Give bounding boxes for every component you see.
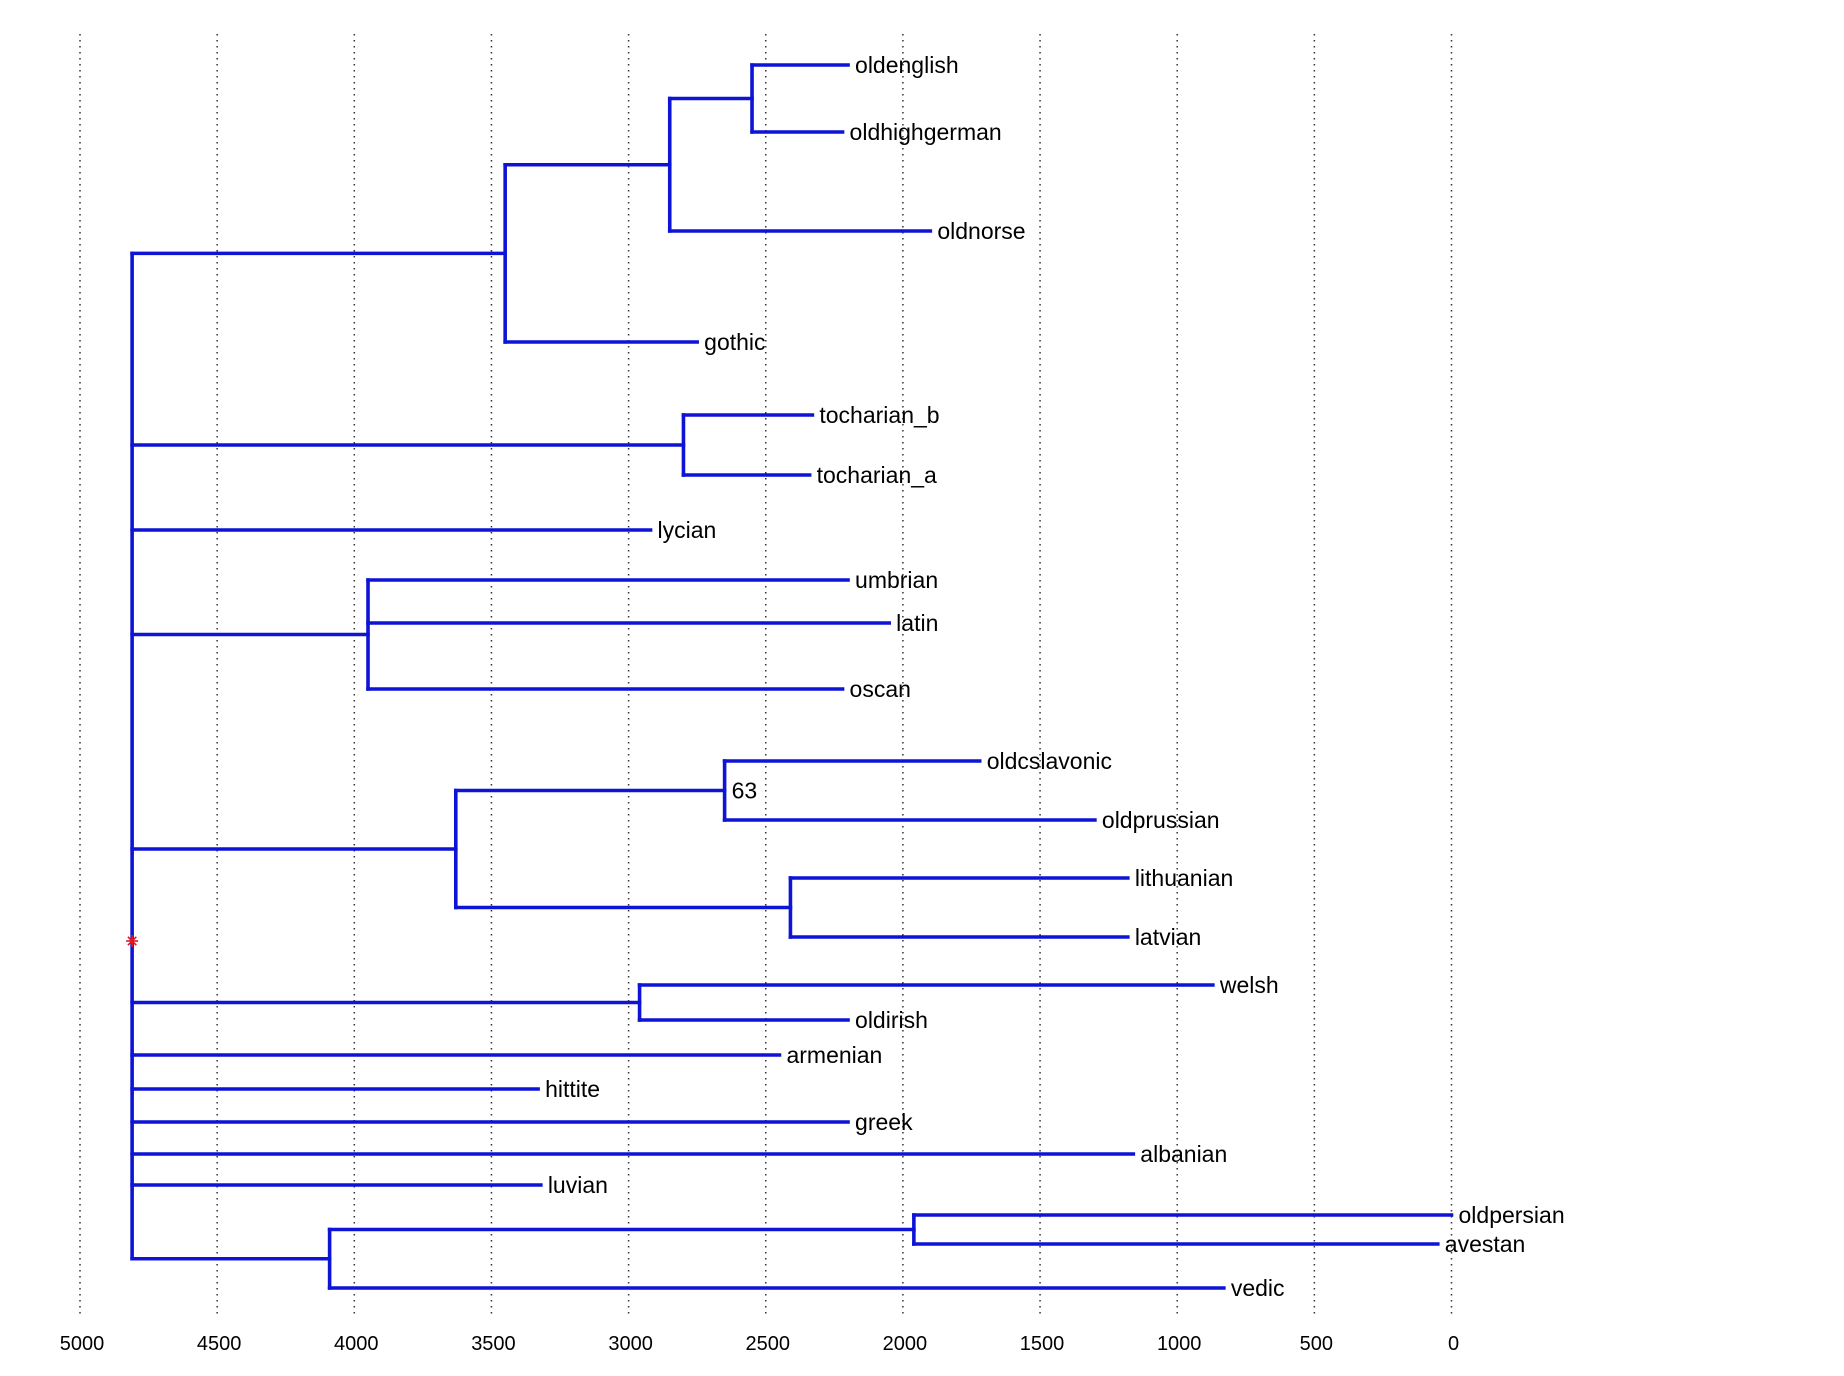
leaf-label-luvian: luvian (548, 1172, 608, 1198)
tick-label-1500: 1500 (1020, 1333, 1065, 1355)
tick-label-1000: 1000 (1157, 1333, 1202, 1355)
tick-label-4000: 4000 (334, 1333, 379, 1355)
leaf-label-latvian: latvian (1135, 924, 1201, 950)
tick-label-0: 0 (1448, 1333, 1459, 1355)
leaf-label-armenian: armenian (786, 1042, 882, 1068)
grid-lines (79, 34, 1453, 1316)
leaf-label-albanian: albanian (1140, 1141, 1227, 1167)
leaf-label-oldirish: oldirish (855, 1007, 928, 1033)
root-marker (126, 935, 139, 947)
leaf-label-umbrian: umbrian (855, 567, 938, 593)
leaf-label-tocharian_a: tocharian_a (817, 462, 937, 488)
leaf-label-oldpersian: oldpersian (1459, 1202, 1565, 1228)
tick-label-4500: 4500 (197, 1333, 242, 1355)
leaf-label-tocharian_b: tocharian_b (819, 402, 939, 428)
leaf-labels: oldenglish oldhighgerman oldnorse gothic toc… (545, 52, 1565, 1301)
leaf-label-oldnorse: oldnorse (937, 218, 1025, 244)
leaf-label-latin: latin (896, 610, 938, 636)
leaf-label-avestan: avestan (1445, 1231, 1526, 1257)
x-axis-ticks: 5000 4500 4000 3500 3000 2500 2000 1500 1000 500 0 (60, 1333, 1459, 1355)
leaf-label-hittite: hittite (545, 1076, 600, 1102)
tree-branches (130, 63, 1454, 1290)
leaf-label-gothic: gothic (704, 329, 765, 355)
root-asterisk-icon (126, 935, 139, 947)
leaf-label-oldcslavonic: oldcslavonic (987, 748, 1112, 774)
leaf-label-welsh: welsh (1219, 972, 1279, 998)
leaf-label-oldenglish: oldenglish (855, 52, 959, 78)
tick-label-5000: 5000 (60, 1333, 105, 1355)
leaf-label-oscan: oscan (850, 676, 911, 702)
tick-label-500: 500 (1300, 1333, 1333, 1355)
tick-label-3500: 3500 (471, 1333, 516, 1355)
tick-label-3000: 3000 (608, 1333, 653, 1355)
leaf-label-oldprussian: oldprussian (1102, 807, 1220, 833)
leaf-label-vedic: vedic (1231, 1275, 1285, 1301)
tick-label-2500: 2500 (746, 1333, 791, 1355)
node-support-label: 63 (732, 778, 758, 804)
leaf-label-greek: greek (855, 1109, 913, 1135)
leaf-label-lycian: lycian (658, 517, 717, 543)
tick-label-2000: 2000 (883, 1333, 928, 1355)
leaf-label-lithuanian: lithuanian (1135, 865, 1233, 891)
leaf-label-oldhighgerman: oldhighgerman (850, 119, 1002, 145)
